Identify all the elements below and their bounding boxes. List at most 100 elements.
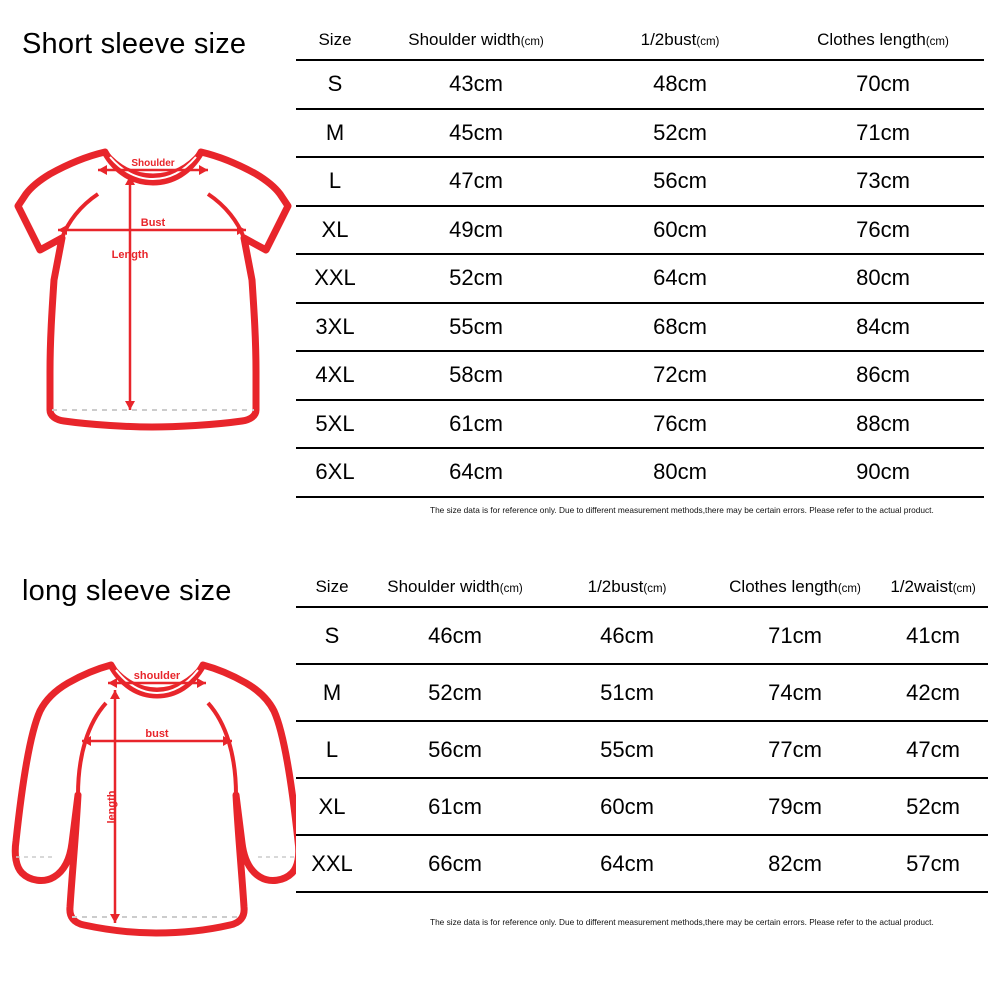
table-row: 6XL 64cm 80cm 90cm: [296, 448, 984, 497]
cell-size: XXL: [296, 835, 368, 892]
cell-half-bust: 51cm: [542, 664, 712, 721]
cell-shoulder-width: 43cm: [374, 60, 578, 109]
bust-label: bust: [145, 728, 169, 740]
cell-shoulder-width: 61cm: [374, 399, 578, 448]
column-header-half-bust: 1/2bust(cm): [542, 577, 712, 607]
shoulder-label: Shoulder: [131, 158, 174, 169]
column-header-half-bust: 1/2bust(cm): [578, 30, 782, 60]
cell-shoulder-width: 52cm: [374, 254, 578, 303]
cell-size: 3XL: [296, 302, 374, 351]
cell-size: 6XL: [296, 448, 374, 497]
cell-half-waist: 42cm: [878, 664, 988, 721]
bust-label: Bust: [141, 217, 166, 229]
table-row: XXL 66cm 64cm 82cm 57cm: [296, 835, 988, 892]
cell-clothes-length: 76cm: [782, 205, 984, 254]
cell-clothes-length: 70cm: [782, 60, 984, 109]
cell-shoulder-width: 56cm: [368, 721, 542, 778]
cell-half-bust: 60cm: [578, 205, 782, 254]
cell-half-bust: 80cm: [578, 448, 782, 497]
cell-size: XL: [296, 778, 368, 835]
table-row: XL 49cm 60cm 76cm: [296, 205, 984, 254]
cell-size: L: [296, 721, 368, 778]
cell-shoulder-width: 45cm: [374, 108, 578, 157]
long-sleeve-disclaimer: The size data is for reference only. Due…: [430, 917, 934, 927]
cell-clothes-length: 90cm: [782, 448, 984, 497]
cell-half-waist: 41cm: [878, 607, 988, 664]
table-row: M 52cm 51cm 74cm 42cm: [296, 664, 988, 721]
table-row: M 45cm 52cm 71cm: [296, 108, 984, 157]
short-sleeve-title: Short sleeve size: [22, 28, 247, 60]
column-header-shoulder-width: Shoulder width(cm): [374, 30, 578, 60]
cell-shoulder-width: 47cm: [374, 157, 578, 206]
cell-size: XXL: [296, 254, 374, 303]
table-row: XXL 52cm 64cm 80cm: [296, 254, 984, 303]
cell-clothes-length: 84cm: [782, 302, 984, 351]
cell-size: 4XL: [296, 351, 374, 400]
short-sleeve-disclaimer: The size data is for reference only. Due…: [430, 505, 934, 515]
long-sleeve-shirt-diagram: shoulder bust length: [8, 645, 298, 945]
long-sleeve-section: long sleeve size shoulder: [0, 545, 1000, 1000]
column-header-clothes-length: Clothes length(cm): [712, 577, 878, 607]
short-sleeve-size-table: Size Shoulder width(cm) 1/2bust(cm) Clot…: [296, 30, 984, 498]
cell-half-bust: 48cm: [578, 60, 782, 109]
cell-size: S: [296, 60, 374, 109]
cell-clothes-length: 71cm: [782, 108, 984, 157]
cell-shoulder-width: 49cm: [374, 205, 578, 254]
cell-size: L: [296, 157, 374, 206]
length-label: Length: [112, 249, 149, 261]
table-row: L 56cm 55cm 77cm 47cm: [296, 721, 988, 778]
cell-half-waist: 47cm: [878, 721, 988, 778]
cell-size: 5XL: [296, 399, 374, 448]
cell-half-bust: 72cm: [578, 351, 782, 400]
length-label: length: [106, 790, 118, 823]
table-header-row: Size Shoulder width(cm) 1/2bust(cm) Clot…: [296, 30, 984, 60]
table-row: S 43cm 48cm 70cm: [296, 60, 984, 109]
table-row: L 47cm 56cm 73cm: [296, 157, 984, 206]
cell-shoulder-width: 64cm: [374, 448, 578, 497]
cell-half-bust: 64cm: [578, 254, 782, 303]
table-row: S 46cm 46cm 71cm 41cm: [296, 607, 988, 664]
cell-half-bust: 68cm: [578, 302, 782, 351]
cell-clothes-length: 77cm: [712, 721, 878, 778]
cell-clothes-length: 86cm: [782, 351, 984, 400]
shoulder-label: shoulder: [134, 670, 181, 682]
cell-clothes-length: 74cm: [712, 664, 878, 721]
cell-clothes-length: 88cm: [782, 399, 984, 448]
short-sleeve-section: Short sleeve size Shoulder Bust: [14, 28, 984, 515]
table-header-row: Size Shoulder width(cm) 1/2bust(cm) Clot…: [296, 577, 988, 607]
cell-clothes-length: 80cm: [782, 254, 984, 303]
cell-half-waist: 52cm: [878, 778, 988, 835]
cell-size: M: [296, 108, 374, 157]
column-header-size: Size: [296, 30, 374, 60]
cell-shoulder-width: 61cm: [368, 778, 542, 835]
cell-shoulder-width: 55cm: [374, 302, 578, 351]
cell-size: S: [296, 607, 368, 664]
cell-half-bust: 46cm: [542, 607, 712, 664]
column-header-size: Size: [296, 577, 368, 607]
table-row: 3XL 55cm 68cm 84cm: [296, 302, 984, 351]
cell-half-bust: 52cm: [578, 108, 782, 157]
long-sleeve-size-table: Size Shoulder width(cm) 1/2bust(cm) Clot…: [296, 577, 988, 893]
cell-clothes-length: 79cm: [712, 778, 878, 835]
cell-shoulder-width: 46cm: [368, 607, 542, 664]
cell-half-bust: 76cm: [578, 399, 782, 448]
cell-shoulder-width: 52cm: [368, 664, 542, 721]
cell-size: M: [296, 664, 368, 721]
cell-half-bust: 55cm: [542, 721, 712, 778]
table-row: XL 61cm 60cm 79cm 52cm: [296, 778, 988, 835]
cell-half-bust: 64cm: [542, 835, 712, 892]
cell-clothes-length: 73cm: [782, 157, 984, 206]
cell-half-bust: 56cm: [578, 157, 782, 206]
cell-shoulder-width: 58cm: [374, 351, 578, 400]
column-header-clothes-length: Clothes length(cm): [782, 30, 984, 60]
table-row: 5XL 61cm 76cm 88cm: [296, 399, 984, 448]
column-header-half-waist: 1/2waist(cm): [878, 577, 988, 607]
column-header-shoulder-width: Shoulder width(cm): [368, 577, 542, 607]
cell-half-waist: 57cm: [878, 835, 988, 892]
cell-clothes-length: 71cm: [712, 607, 878, 664]
cell-size: XL: [296, 205, 374, 254]
cell-shoulder-width: 66cm: [368, 835, 542, 892]
table-row: 4XL 58cm 72cm 86cm: [296, 351, 984, 400]
long-sleeve-title: long sleeve size: [22, 575, 232, 607]
cell-half-bust: 60cm: [542, 778, 712, 835]
